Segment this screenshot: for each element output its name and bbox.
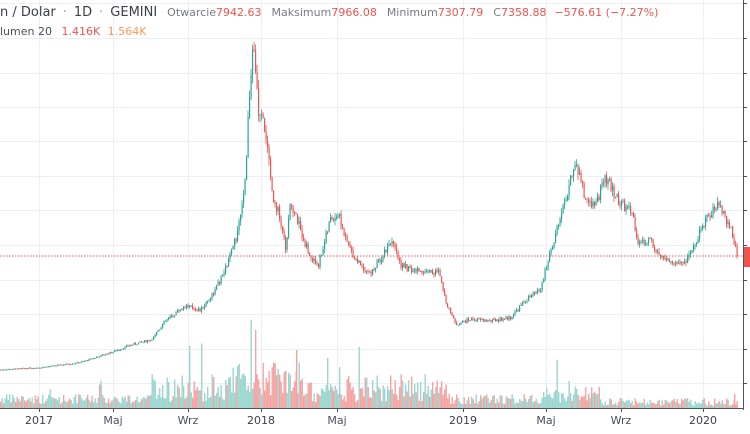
time-axis-label: Maj xyxy=(536,414,556,427)
separator: · xyxy=(62,5,67,20)
low-value: 7307.79 xyxy=(437,6,484,19)
axis-ticks xyxy=(39,3,747,412)
volume-label[interactable]: lumen 20 xyxy=(0,25,52,38)
high-label: Maksimum xyxy=(271,6,332,19)
close-value: 7358.88 xyxy=(500,6,547,19)
time-axis-label: Wrz xyxy=(610,414,632,427)
change-value: −576.61 (−7.27%) xyxy=(554,6,659,19)
time-axis-label: 2020 xyxy=(689,414,717,427)
time-axis-label: 2019 xyxy=(449,414,477,427)
exchange-label: GEMINI xyxy=(110,5,158,20)
close-label: C xyxy=(493,6,501,19)
time-axis-label: Maj xyxy=(103,414,123,427)
volume-legend[interactable]: lumen 20 1.416K 1.564K xyxy=(0,25,146,38)
series-legend[interactable]: n / Dolar · 1D · GEMINI Otwarcie7942.63 … xyxy=(0,4,658,20)
time-axis-label: 2018 xyxy=(247,414,275,427)
time-axis-label: Wrz xyxy=(177,414,199,427)
interval-label[interactable]: 1D xyxy=(73,5,93,20)
time-axis-label: 2017 xyxy=(25,414,53,427)
chart-grid xyxy=(0,0,743,408)
volume-ma-value: 1.564K xyxy=(107,25,147,38)
volume-bars xyxy=(0,320,738,408)
open-value: 7942.63 xyxy=(216,6,262,19)
open-label: Otwarcie xyxy=(167,6,217,19)
volume-value: 1.416K xyxy=(61,25,101,38)
symbol-name[interactable]: n / Dolar xyxy=(0,5,56,20)
high-value: 7966.08 xyxy=(331,6,377,19)
low-label: Minimum xyxy=(386,6,438,19)
last-price-tag xyxy=(744,247,750,267)
time-axis-label: Maj xyxy=(327,414,347,427)
separator: · xyxy=(99,5,104,20)
candlestick-series xyxy=(0,42,738,371)
